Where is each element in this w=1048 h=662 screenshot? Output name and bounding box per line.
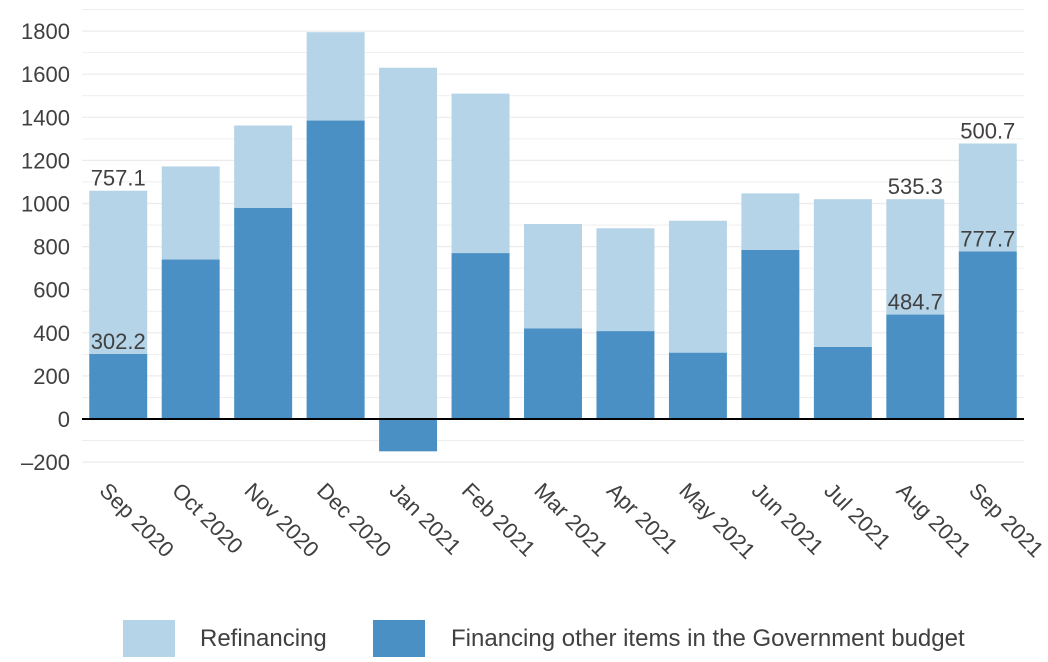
bar-financing-other-items (741, 249, 800, 419)
y-tick-label: –200 (21, 450, 70, 475)
x-tick-label: Sep 2021 (964, 478, 1048, 562)
bar-financing-other-items (668, 352, 727, 419)
bars (89, 32, 1017, 452)
data-label: 535.3 (888, 174, 943, 199)
y-tick-label: 1600 (21, 62, 70, 87)
y-tick-label: 1400 (21, 105, 70, 130)
bar-refinancing (524, 223, 582, 329)
bar-refinancing (668, 220, 727, 353)
y-tick-label: 800 (33, 235, 70, 260)
x-tick-label: Aug 2021 (892, 478, 976, 562)
y-tick-label: 400 (33, 321, 70, 346)
data-label: 302.2 (91, 329, 146, 354)
stacked-bar-chart: –200 0 200 400 600 800 1000 1200 1400 1600 1800 30… (21, 9, 1048, 564)
x-tick-label: May 2021 (674, 478, 760, 564)
bar-refinancing (89, 190, 148, 354)
x-tick-label: Feb 2021 (457, 478, 540, 561)
data-label: 757.1 (91, 166, 146, 191)
y-tick-label: 1800 (21, 19, 70, 44)
bar-refinancing (161, 166, 220, 260)
x-tick-label: Sep 2020 (95, 478, 179, 562)
bar-refinancing (958, 143, 1017, 252)
y-axis-tick-labels: –200 0 200 400 600 800 1000 1200 1400 1600 1800 (21, 19, 70, 475)
legend-label-financing-other-items: Financing other items in the Government … (451, 625, 965, 652)
bar-financing-other-items (379, 419, 438, 452)
x-tick-label: Jul 2021 (819, 478, 896, 555)
x-tick-label: Mar 2021 (529, 478, 612, 561)
data-labels: 302.2 757.1 484.7 535.3 777.7 500.7 (91, 119, 1016, 354)
bar-refinancing (306, 32, 365, 121)
y-tick-label: 0 (58, 407, 70, 432)
bar-refinancing (813, 199, 872, 347)
bar-refinancing (596, 228, 655, 332)
legend: Refinancing Financing other items in the… (0, 620, 1048, 662)
bar-financing-other-items (813, 346, 872, 419)
bar-refinancing (234, 125, 293, 208)
bar-financing-other-items (958, 251, 1017, 419)
data-label: 484.7 (888, 290, 943, 315)
data-label: 777.7 (960, 226, 1015, 251)
bar-financing-other-items (451, 253, 510, 419)
bar-financing-other-items (161, 259, 220, 419)
legend-swatch-financing-other-items (373, 620, 425, 657)
x-tick-label: Nov 2020 (240, 478, 324, 562)
x-tick-label: Apr 2021 (602, 478, 683, 559)
legend-swatch-refinancing (123, 620, 175, 657)
x-tick-label: Dec 2020 (312, 478, 396, 562)
y-tick-label: 1000 (21, 192, 70, 217)
bar-financing-other-items (89, 353, 148, 419)
bar-financing-other-items (234, 207, 293, 419)
data-label: 500.7 (960, 119, 1015, 144)
bar-financing-other-items (306, 120, 365, 419)
bar-refinancing (886, 199, 945, 315)
bar-financing-other-items (524, 328, 582, 419)
legend-label-refinancing: Refinancing (200, 625, 327, 652)
y-tick-label: 600 (33, 278, 70, 303)
y-tick-label: 200 (33, 364, 70, 389)
bar-refinancing (451, 93, 510, 254)
y-tick-label: 1200 (21, 148, 70, 173)
bar-financing-other-items (886, 314, 945, 419)
x-tick-label: Oct 2020 (167, 478, 248, 559)
bar-financing-other-items (596, 331, 655, 419)
bar-refinancing (379, 67, 438, 420)
bar-refinancing (741, 193, 800, 250)
x-tick-label: Jan 2021 (385, 478, 467, 560)
